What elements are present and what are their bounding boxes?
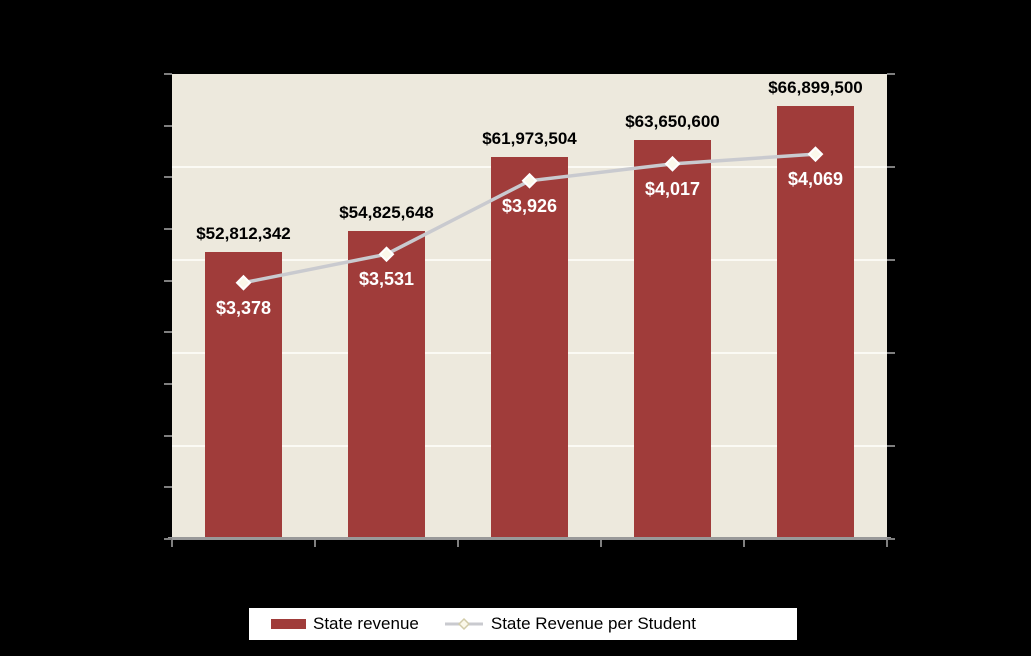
x-axis-tick [600,540,602,547]
bar-value-label: $61,973,504 [482,128,577,148]
left-axis-tick [164,124,172,127]
left-axis-tick [164,383,172,385]
right-axis-tick [887,445,895,447]
x-axis-tick [743,540,745,547]
line-marker-swatch-icon [444,617,483,631]
bar [634,139,711,539]
line-marker-diamond-icon [378,246,395,263]
bar-value-label: $54,825,648 [339,202,434,222]
left-axis-tick [164,538,172,540]
line-marker-diamond-icon [664,155,681,172]
line-marker-diamond-icon [521,172,538,189]
right-axis-tick [887,166,895,168]
line-series [235,146,824,291]
bar [491,156,568,539]
left-axis-tick [164,486,172,489]
right-axis-tick [887,73,895,75]
bar-value-label: $63,650,600 [625,111,720,131]
legend-item-revenue-per-student: State Revenue per Student [444,614,696,634]
left-axis-tick [164,228,172,230]
left-axis-tick [164,73,172,75]
line-value-label: $3,378 [215,297,272,318]
bar-value-label: $52,812,342 [196,223,291,243]
line-value-label: $4,069 [787,169,844,190]
left-axis-tick [164,279,172,282]
bar [777,106,854,539]
line-value-label: $3,926 [501,195,558,216]
bar-value-label: $66,899,500 [768,78,863,98]
line-value-label: $3,531 [358,269,415,290]
x-axis-line [168,537,891,540]
legend-label-revenue-per-student: State Revenue per Student [490,614,696,633]
right-axis-tick [887,538,895,540]
x-axis-tick [886,540,888,547]
line-marker-diamond-icon [235,274,252,291]
left-axis-tick [164,176,172,179]
right-axis-tick [887,352,895,354]
plot-area: $52,812,342 $54,825,648 $61,973,504 $63,650… [172,74,887,539]
x-axis-tick [171,540,173,547]
x-axis-tick [314,540,316,547]
line-marker-diamond-icon [807,146,824,163]
right-axis-tick [887,259,895,261]
x-axis-tick [457,540,459,547]
legend-item-state-revenue: State revenue [271,614,419,634]
bar [205,251,282,539]
line-value-label: $4,017 [644,178,701,199]
left-axis-tick [164,434,172,437]
bar [348,230,425,539]
legend: State revenue State Revenue per Student [249,608,797,640]
left-axis-tick [164,331,172,334]
legend-label-state-revenue: State revenue [313,614,419,633]
bar-swatch-icon [271,619,306,629]
